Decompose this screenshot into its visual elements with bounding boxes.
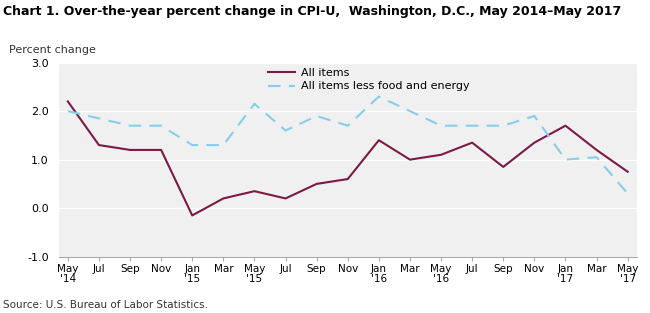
All items less food and energy	[188, 143, 196, 147]
All items	[499, 165, 507, 169]
All items less food and energy	[64, 109, 72, 113]
All items	[250, 189, 258, 193]
All items	[95, 143, 103, 147]
All items	[624, 170, 632, 174]
All items less food and energy	[530, 114, 538, 118]
All items	[313, 182, 320, 186]
All items	[437, 153, 445, 157]
All items	[64, 100, 72, 103]
All items	[468, 141, 476, 145]
All items less food and energy	[220, 143, 228, 147]
All items	[220, 197, 228, 200]
Text: Percent change: Percent change	[9, 45, 96, 55]
All items less food and energy	[406, 109, 414, 113]
All items less food and energy	[437, 124, 445, 128]
All items less food and energy	[593, 155, 601, 159]
All items less food and energy	[95, 116, 103, 120]
Line: All items: All items	[68, 101, 628, 215]
Text: Chart 1. Over-the-year percent change in CPI-U,  Washington, D.C., May 2014–May : Chart 1. Over-the-year percent change in…	[3, 5, 621, 18]
All items	[188, 213, 196, 217]
All items	[530, 141, 538, 145]
All items less food and energy	[344, 124, 352, 128]
All items	[157, 148, 165, 152]
All items	[126, 148, 134, 152]
Line: All items less food and energy: All items less food and energy	[68, 97, 628, 193]
All items less food and energy	[624, 192, 632, 195]
Legend: All items, All items less food and energy: All items, All items less food and energ…	[268, 68, 469, 91]
All items less food and energy	[250, 102, 258, 106]
All items	[281, 197, 289, 200]
All items	[375, 138, 383, 142]
All items less food and energy	[157, 124, 165, 128]
All items less food and energy	[468, 124, 476, 128]
All items	[593, 148, 601, 152]
All items less food and energy	[126, 124, 134, 128]
All items less food and energy	[499, 124, 507, 128]
All items less food and energy	[313, 114, 320, 118]
All items	[406, 158, 414, 162]
All items less food and energy	[562, 158, 569, 162]
All items less food and energy	[281, 129, 289, 132]
Text: Source: U.S. Bureau of Labor Statistics.: Source: U.S. Bureau of Labor Statistics.	[3, 300, 208, 310]
All items	[344, 177, 352, 181]
All items	[562, 124, 569, 128]
All items less food and energy	[375, 95, 383, 99]
